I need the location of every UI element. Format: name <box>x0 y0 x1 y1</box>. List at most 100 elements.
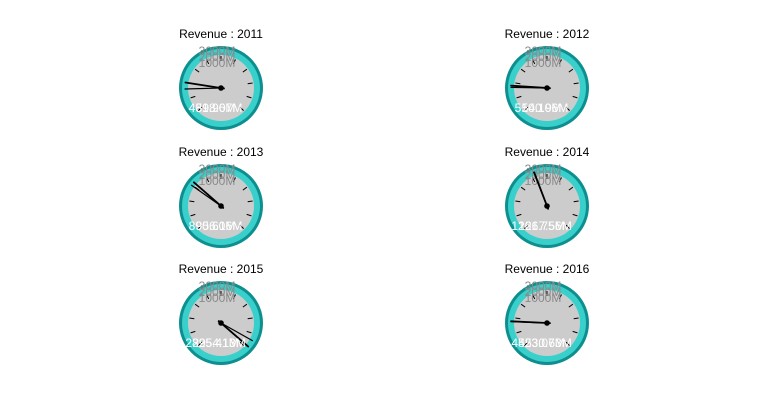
gauge-tick <box>239 341 244 346</box>
gauge-scale-label: 3000M <box>199 162 236 176</box>
gauge-tick <box>190 330 196 334</box>
gauge-tick <box>568 186 574 191</box>
gauge-tick <box>573 317 579 320</box>
gauge-tick <box>558 294 562 300</box>
gauge-needle <box>510 320 551 325</box>
gauge-scale-label: 3000M <box>525 279 562 293</box>
gauge-scale-label: 1000M <box>525 174 562 188</box>
gauge-tick <box>568 68 574 73</box>
gauge-scale-label: 2000M <box>525 285 562 299</box>
gauge-tick <box>189 317 195 320</box>
gauge-tick <box>515 200 521 203</box>
gauge-needle-hub <box>218 320 224 326</box>
gauge-tick <box>190 213 196 217</box>
gauge-scale-label: 3000M <box>525 44 562 58</box>
gauge-tick <box>242 68 248 73</box>
gauge-needle-hub <box>218 203 224 209</box>
gauge-needle-hub <box>218 85 224 91</box>
gauge-value-label: 956.16M <box>196 219 243 233</box>
gauge-tick <box>246 95 252 99</box>
gauge-title: Revenue : 2016 <box>504 262 590 276</box>
gauge-value-label: 540.96M <box>522 101 569 115</box>
gauge-tick <box>206 294 210 300</box>
gauge-tick <box>242 186 248 191</box>
gauge-value-label: 2954.13M <box>192 336 245 350</box>
gauge-tick <box>573 200 579 203</box>
gauge-tick <box>516 95 522 99</box>
gauge-scale-label: 2000M <box>199 168 236 182</box>
gauge-value-label: 4523.07M <box>511 336 564 350</box>
gauge-tick <box>532 294 536 300</box>
gauge-tick <box>232 294 236 300</box>
gauge-scale-label: 1000M <box>525 291 562 305</box>
gauge-tick <box>190 95 196 99</box>
gauge-tick <box>198 106 203 111</box>
gauge-tick <box>524 341 529 346</box>
gauge-tick <box>198 341 203 346</box>
gauge-title: Revenue : 2011 <box>179 27 263 41</box>
gauge-revenue-2013: Revenue : 2013 3000M 2000M 1000M 890.60M 956… <box>161 145 281 265</box>
gauge-tick <box>246 213 252 217</box>
gauge-tick <box>573 82 579 85</box>
gauge-tick <box>206 177 210 183</box>
gauge-value-label: 481.96M <box>189 101 236 115</box>
gauge-scale-label: 3000M <box>199 279 236 293</box>
gauge-revenue-2012: Revenue : 2012 3000M 2000M 1000M 510.10M 540… <box>487 27 607 147</box>
gauge-title: Revenue : 2012 <box>504 27 590 41</box>
gauge-title: Revenue : 2013 <box>178 145 264 159</box>
gauge-tick <box>524 224 529 229</box>
gauge-needle-hub <box>544 85 550 91</box>
gauge-needle-hub <box>544 320 550 326</box>
gauge-tick <box>198 224 203 229</box>
gauge-scale-label: 1000M <box>199 174 236 188</box>
gauge-tick <box>568 303 574 308</box>
gauge-tick <box>247 200 253 203</box>
gauge-title: Revenue : 2014 <box>504 145 590 159</box>
gauge-tick <box>515 317 521 320</box>
gauge-value-label: 2825.41M <box>185 336 238 350</box>
gauge-tick <box>247 82 253 85</box>
gauge-tick <box>520 303 526 308</box>
gauge-tick <box>246 330 252 334</box>
gauge-tick <box>532 59 536 65</box>
gauge-value-label: 1267.56M <box>518 219 571 233</box>
gauge-tick <box>239 224 244 229</box>
gauge-tick <box>239 106 244 111</box>
gauge-tick <box>558 177 562 183</box>
gauge-tick <box>206 59 210 65</box>
gauge-tick <box>189 200 195 203</box>
gauge-tick <box>194 303 200 308</box>
gauge-tick <box>520 186 526 191</box>
gauge-needle <box>510 84 551 90</box>
gauge-tick <box>194 68 200 73</box>
gauge-scale-label: 1000M <box>525 56 562 70</box>
gauge-tick <box>565 106 570 111</box>
gauge-revenue-2014: Revenue : 2014 3000M 2000M 1000M 1261.75M 12… <box>487 145 607 265</box>
gauge-value-label: 598.07M <box>196 101 243 115</box>
gauge-tick <box>558 59 562 65</box>
gauge-scale-label: 2000M <box>525 50 562 64</box>
gauge-scale-label: 2000M <box>199 285 236 299</box>
gauge-tick <box>572 95 578 99</box>
gauge-value-label: 890.60M <box>189 219 236 233</box>
gauge-tick <box>532 177 536 183</box>
gauge-tick <box>516 330 522 334</box>
gauge-scale-label: 1000M <box>199 56 236 70</box>
gauge-value-label: 4530.63M <box>518 336 571 350</box>
gauge-title: Revenue : 2015 <box>178 262 264 276</box>
gauge-tick <box>515 82 521 85</box>
gauge-tick <box>572 213 578 217</box>
gauge-tick <box>232 177 236 183</box>
gauge-revenue-2011: Revenue : 2011 3000M 2000M 1000M 481.96M 598… <box>161 27 281 147</box>
gauge-needle-hub <box>544 203 550 209</box>
gauge-tick <box>247 317 253 320</box>
gauge-revenue-2016: Revenue : 2016 3000M 2000M 1000M 4523.07M 45… <box>487 262 607 382</box>
gauge-value-label: 1261.75M <box>511 219 564 233</box>
gauge-scale-label: 1000M <box>199 291 236 305</box>
gauge-tick <box>565 224 570 229</box>
